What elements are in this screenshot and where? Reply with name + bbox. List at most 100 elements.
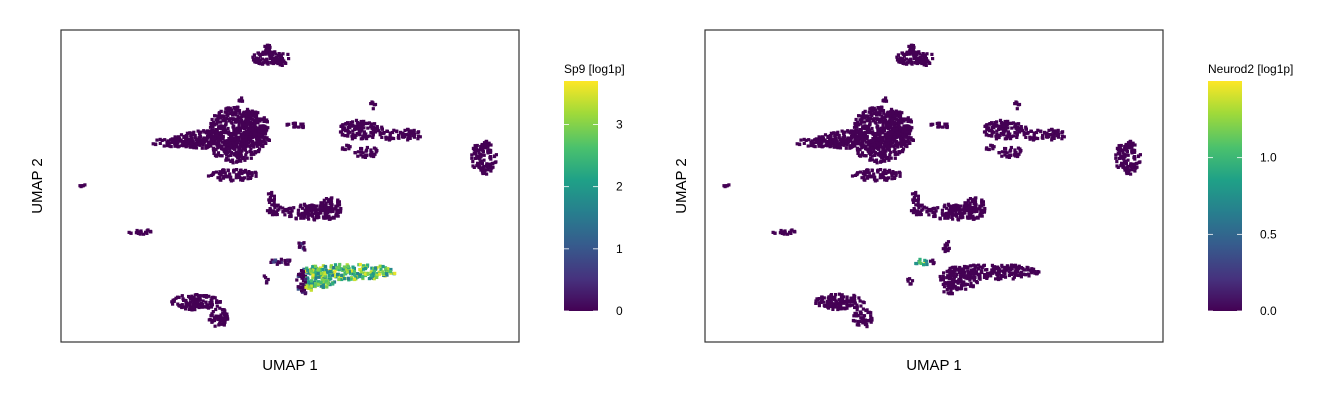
cell-point (240, 99, 244, 103)
cell-point (406, 136, 410, 140)
cell-point (998, 118, 1003, 122)
cell-point (941, 274, 945, 278)
cell-point (922, 60, 926, 64)
cell-point (910, 126, 914, 130)
cell-point (859, 122, 863, 126)
cell-point (160, 138, 164, 142)
cell-point (844, 141, 848, 145)
cell-point (884, 142, 888, 146)
cell-point (229, 120, 233, 124)
cell-point (321, 267, 325, 272)
cell-point (1118, 150, 1122, 154)
cell-point (948, 292, 952, 296)
cell-point (890, 138, 895, 142)
cell-point (956, 217, 960, 221)
cell-point (843, 299, 847, 303)
cell-point (238, 111, 242, 115)
cell-point (1036, 128, 1040, 132)
cell-point (897, 170, 901, 174)
cell-point (872, 106, 876, 110)
cell-point (385, 270, 389, 274)
cell-point (307, 217, 311, 221)
cell-point (921, 52, 925, 56)
cell-point (198, 298, 202, 302)
cell-point (486, 145, 490, 149)
cell-point (968, 278, 972, 282)
cell-point (858, 148, 862, 152)
cell-point (863, 124, 867, 128)
cell-point (833, 133, 837, 138)
colorbar-title: Sp9 [log1p] (564, 62, 625, 76)
cell-point (193, 297, 197, 301)
cell-point (240, 149, 244, 153)
cell-point (875, 161, 879, 165)
cell-point (1015, 268, 1020, 272)
cell-point (977, 263, 981, 267)
cell-point (1003, 153, 1007, 157)
cell-point (906, 279, 910, 283)
cell-point (301, 279, 306, 283)
cell-point (264, 60, 268, 64)
cell-point (238, 116, 242, 120)
cell-point (337, 208, 342, 212)
cell-point (919, 212, 923, 217)
cell-point (940, 125, 945, 129)
cell-point (480, 167, 484, 171)
cell-point (199, 130, 203, 134)
cell-point (841, 142, 845, 146)
cell-point (909, 57, 913, 61)
cell-point (894, 150, 898, 155)
cell-point (947, 277, 951, 281)
cell-point (210, 142, 214, 146)
cell-point (914, 261, 918, 266)
cell-point (261, 126, 265, 130)
cell-point (924, 259, 929, 263)
cell-point (910, 192, 915, 196)
cell-point (309, 207, 313, 211)
cell-point (954, 203, 958, 207)
cell-point (355, 272, 359, 276)
cell-point (353, 125, 357, 129)
cell-point (844, 146, 848, 150)
cell-point (475, 156, 479, 160)
cell-point (971, 214, 975, 218)
cell-point (219, 130, 223, 135)
colorbar-ticks: 0.00.51.0 (1208, 151, 1277, 318)
cell-point (845, 303, 849, 307)
cell-point (955, 206, 959, 210)
cell-point (272, 203, 276, 208)
cell-point (989, 274, 993, 278)
cell-point (226, 126, 230, 131)
cell-point (303, 280, 307, 284)
cell-point (258, 58, 262, 62)
cell-point (410, 131, 415, 135)
cell-point (916, 201, 920, 205)
cell-point (1015, 133, 1019, 137)
cell-point (252, 145, 256, 149)
cell-point (180, 294, 184, 298)
cell-point (874, 136, 878, 140)
cell-point (331, 209, 335, 213)
cell-point (911, 47, 915, 51)
cell-point (912, 196, 916, 200)
cell-point (891, 130, 895, 134)
cell-point (862, 178, 866, 182)
cell-point (1011, 277, 1015, 281)
cell-point (219, 138, 223, 142)
cell-point (284, 208, 288, 212)
cell-point (1004, 124, 1008, 128)
cell-point (909, 282, 913, 286)
cell-point (216, 151, 221, 155)
cell-point (976, 273, 981, 277)
cell-point (845, 143, 849, 147)
cell-point (373, 102, 378, 107)
cell-point (373, 266, 378, 270)
cell-point (821, 300, 825, 304)
cell-point (259, 135, 263, 139)
cell-point (310, 282, 314, 286)
cell-point (206, 306, 211, 310)
cell-point (198, 139, 202, 143)
cell-point (985, 274, 990, 278)
cell-point (370, 154, 374, 158)
cell-point (238, 129, 242, 133)
